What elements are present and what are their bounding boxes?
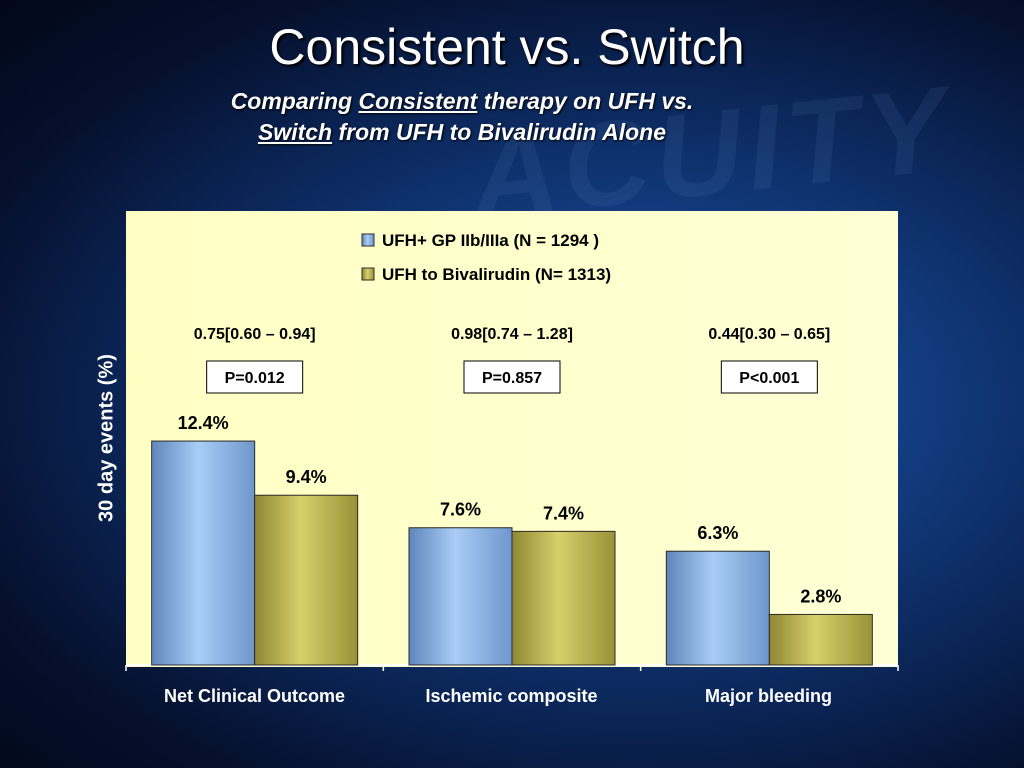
subtitle-part-e: from UFH to Bivalirudin Alone	[332, 119, 667, 145]
slide-title: Consistent vs. Switch	[269, 19, 745, 75]
bar-value-label: 7.6%	[440, 500, 481, 520]
bar-value-label: 12.4%	[178, 413, 229, 433]
bar-value-label: 2.8%	[800, 586, 841, 606]
bar-series1-2	[408, 527, 513, 666]
bar-series1-1	[151, 440, 256, 666]
bar-series1-3	[665, 550, 770, 666]
p-value-box	[206, 360, 304, 394]
p-value-label: P=0.857	[482, 370, 542, 387]
p-value-box	[463, 360, 561, 394]
category-label-net-clinical-outcome: Net Clinical Outcome	[163, 686, 346, 706]
bar-value-label: 7.4%	[543, 503, 584, 523]
bar-value-label: 9.4%	[286, 467, 327, 487]
legend-swatch-series1	[361, 233, 375, 247]
p-value-box	[720, 360, 818, 394]
p-value-label: P=0.012	[225, 370, 285, 387]
subtitle-switch: Switch	[257, 119, 333, 145]
p-value-label: P<0.001	[739, 370, 799, 387]
hazard-ratio-annotation: 0.98[0.74 – 1.28]	[451, 326, 573, 343]
slide-subtitle: Comparing Consistent therapy on UFH vs. …	[120, 86, 804, 148]
legend-label-series1: UFH+ GP IIb/IIIa (N = 1294 )	[382, 231, 599, 250]
category-label-major-bleeding: Major bleeding	[704, 686, 832, 706]
subtitle-part-a: Comparing	[230, 88, 359, 114]
bar-value-label: 6.3%	[697, 523, 738, 543]
legend-label-series2: UFH to Bivalirudin (N= 1313)	[382, 265, 611, 284]
bar-series2-2	[511, 530, 616, 666]
legend-swatch-series2	[361, 267, 375, 281]
hazard-ratio-annotation: 0.75[0.60 – 0.94]	[194, 326, 316, 343]
bar-series2-3	[768, 613, 873, 666]
subtitle-part-c: therapy on UFH vs.	[477, 88, 694, 114]
bar-series2-1	[254, 494, 359, 666]
subtitle-consistent: Consistent	[358, 88, 478, 114]
hazard-ratio-annotation: 0.44[0.30 – 0.65]	[708, 326, 830, 343]
category-label-ischemic-composite: Ischemic composite	[425, 686, 598, 706]
